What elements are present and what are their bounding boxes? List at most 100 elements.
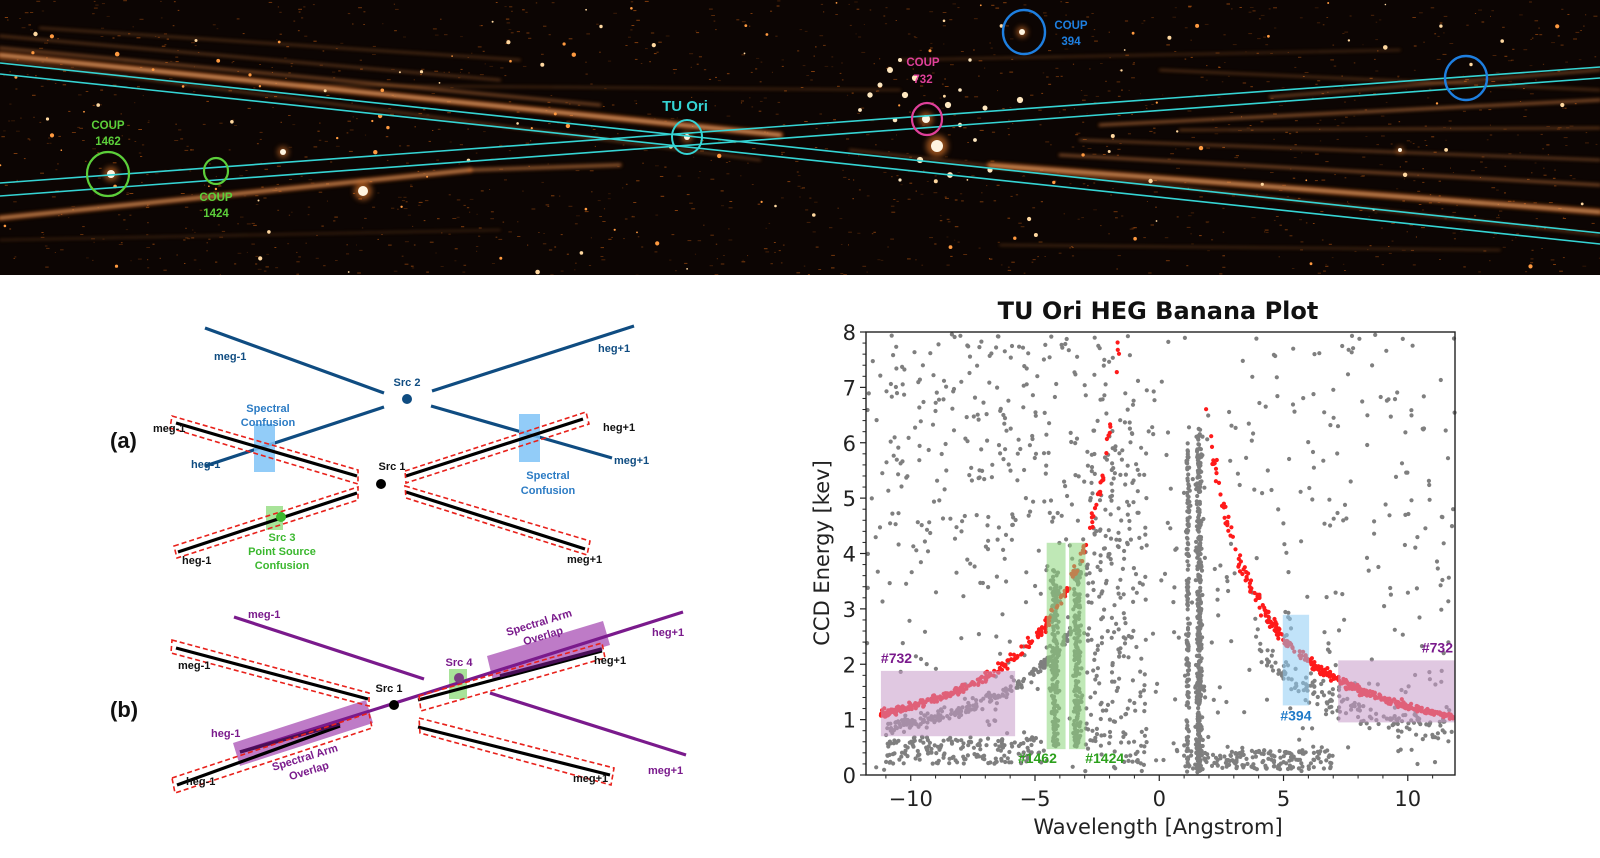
noise-speck — [347, 13, 351, 15]
gray-event-point — [1150, 631, 1156, 636]
gray-event-point — [1327, 497, 1332, 502]
noise-speck — [134, 141, 137, 142]
noise-speck — [1437, 35, 1440, 37]
noise-speck — [931, 102, 935, 104]
noise-speck — [448, 71, 450, 73]
gray-event-point — [1097, 594, 1102, 599]
gray-event-point — [1038, 739, 1044, 745]
gray-event-point — [941, 738, 946, 743]
gray-event-point — [959, 379, 964, 384]
noise-speck — [1347, 201, 1349, 203]
gray-event-point — [1197, 474, 1202, 479]
field-star — [530, 127, 533, 130]
gray-event-point — [1300, 764, 1305, 769]
noise-speck — [530, 140, 532, 142]
gray-event-point — [939, 743, 944, 748]
gray-event-point — [1117, 676, 1122, 681]
noise-speck — [478, 235, 481, 237]
field-star — [336, 136, 339, 140]
gray-event-point — [892, 435, 897, 440]
noise-speck — [1075, 134, 1079, 136]
noise-speck — [758, 110, 762, 112]
noise-speck — [255, 204, 259, 205]
gray-event-point — [1265, 468, 1270, 473]
noise-speck — [1424, 140, 1427, 141]
gray-event-point — [916, 380, 921, 385]
noise-speck — [1397, 76, 1400, 78]
noise-speck — [840, 244, 843, 245]
gray-event-point — [880, 471, 885, 476]
field-star — [0, 164, 2, 167]
noise-speck — [650, 32, 655, 34]
noise-speck — [491, 263, 495, 264]
noise-speck — [434, 70, 439, 72]
gray-event-point — [893, 522, 898, 527]
noise-speck — [142, 95, 144, 97]
gray-event-point — [1346, 347, 1351, 352]
gray-event-point — [1202, 485, 1207, 490]
noise-speck — [1388, 252, 1392, 254]
noise-speck — [471, 52, 473, 54]
banana-event-point — [1270, 623, 1275, 629]
gray-event-point — [1098, 553, 1103, 558]
field-star — [1107, 150, 1111, 153]
field-star — [579, 251, 584, 255]
noise-speck — [1117, 115, 1121, 116]
banana-event-point — [1106, 433, 1111, 438]
noise-speck — [617, 133, 619, 135]
gray-event-point — [1088, 695, 1093, 700]
noise-speck — [1593, 15, 1598, 17]
banana-event-point — [1011, 652, 1017, 657]
noise-speck — [1002, 108, 1005, 110]
gray-event-point — [1327, 690, 1332, 695]
noise-speck — [560, 234, 563, 236]
gray-event-point — [1008, 355, 1013, 360]
noise-speck — [823, 11, 825, 13]
noise-speck — [774, 251, 776, 253]
noise-speck — [259, 64, 261, 65]
noise-speck — [599, 51, 601, 53]
gray-event-point — [1003, 447, 1008, 452]
gray-event-point — [999, 741, 1005, 746]
noise-speck — [82, 226, 85, 228]
banana-event-point — [1257, 605, 1262, 610]
noise-speck — [557, 122, 559, 124]
gray-event-point — [913, 425, 918, 430]
noise-speck — [318, 191, 323, 193]
noise-speck — [566, 253, 569, 255]
field-star — [835, 2, 838, 4]
noise-speck — [413, 244, 416, 246]
noise-speck — [411, 267, 415, 269]
gray-event-point — [889, 394, 894, 399]
noise-speck — [991, 4, 995, 6]
gray-event-point — [1195, 493, 1200, 499]
gray-event-point — [1095, 564, 1100, 570]
noise-speck — [782, 244, 785, 246]
noise-speck — [815, 246, 819, 248]
spectrum-streak-core — [999, 244, 1501, 251]
noise-speck — [1199, 196, 1203, 198]
noise-speck — [528, 37, 532, 39]
noise-speck — [1102, 154, 1106, 155]
noise-speck — [1161, 94, 1164, 96]
noise-speck — [715, 243, 718, 245]
noise-speck — [633, 10, 637, 12]
gray-event-point — [976, 754, 982, 759]
gray-event-point — [1319, 690, 1325, 695]
src1-label-a: Src 1 — [379, 461, 406, 473]
noise-speck — [1370, 14, 1375, 16]
gray-event-point — [1322, 521, 1327, 526]
gray-event-point — [942, 751, 947, 756]
gray-event-point — [1340, 592, 1345, 597]
noise-speck — [1413, 180, 1416, 182]
noise-speck — [659, 176, 664, 177]
noise-speck — [1504, 192, 1506, 194]
gray-event-point — [1033, 451, 1039, 456]
noise-speck — [923, 95, 926, 97]
noise-speck — [1585, 14, 1587, 16]
noise-speck — [239, 175, 244, 177]
noise-speck — [1174, 51, 1177, 52]
noise-speck — [1523, 116, 1527, 117]
noise-speck — [522, 9, 525, 11]
noise-speck — [611, 237, 613, 238]
